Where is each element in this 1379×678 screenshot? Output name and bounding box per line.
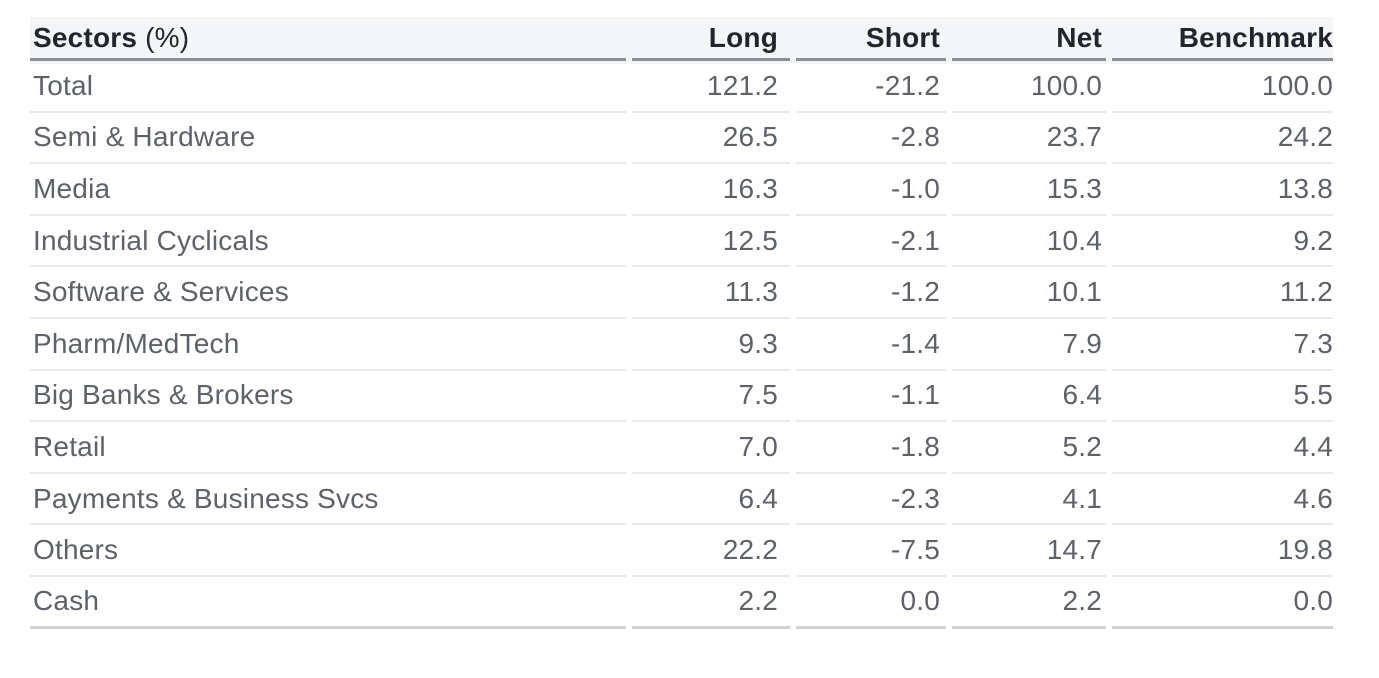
short-cell: 0.0 bbox=[796, 577, 946, 629]
benchmark-cell: 4.6 bbox=[1112, 474, 1333, 526]
net-cell: 7.9 bbox=[952, 319, 1106, 371]
sector-cell: Industrial Cyclicals bbox=[30, 216, 626, 268]
column-header-sectors: Sectors (%) bbox=[30, 17, 626, 61]
long-cell: 121.2 bbox=[632, 61, 790, 113]
table-header: Sectors (%) Long Short Net Benchmark bbox=[30, 17, 1333, 61]
benchmark-cell: 11.2 bbox=[1112, 267, 1333, 319]
sectors-label: Sectors bbox=[33, 21, 138, 53]
table-body: Total 121.2 -21.2 100.0 100.0 Semi & Har… bbox=[30, 61, 1333, 629]
table-row: Media 16.3 -1.0 15.3 13.8 bbox=[30, 164, 1333, 216]
short-cell: -1.0 bbox=[796, 164, 946, 216]
table-row: Big Banks & Brokers 7.5 -1.1 6.4 5.5 bbox=[30, 371, 1333, 423]
sector-cell: Pharm/MedTech bbox=[30, 319, 626, 371]
sector-exposure-table: Sectors (%) Long Short Net Benchmark Tot… bbox=[24, 17, 1339, 629]
table-row-total: Total 121.2 -21.2 100.0 100.0 bbox=[30, 61, 1333, 113]
long-cell: 12.5 bbox=[632, 216, 790, 268]
header-background bbox=[30, 17, 1333, 64]
long-cell: 26.5 bbox=[632, 113, 790, 165]
net-cell: 10.4 bbox=[952, 216, 1106, 268]
column-header-benchmark: Benchmark bbox=[1112, 17, 1333, 61]
sector-cell: Total bbox=[30, 61, 626, 113]
benchmark-cell: 19.8 bbox=[1112, 525, 1333, 577]
sector-cell: Others bbox=[30, 525, 626, 577]
short-cell: -1.4 bbox=[796, 319, 946, 371]
benchmark-cell: 100.0 bbox=[1112, 61, 1333, 113]
long-cell: 2.2 bbox=[632, 577, 790, 629]
sector-exposure-panel: Sectors (%) Long Short Net Benchmark Tot… bbox=[24, 17, 1339, 629]
header-row: Sectors (%) Long Short Net Benchmark bbox=[30, 17, 1333, 61]
sector-cell: Payments & Business Svcs bbox=[30, 474, 626, 526]
table-row: Semi & Hardware 26.5 -2.8 23.7 24.2 bbox=[30, 113, 1333, 165]
table-row: Retail 7.0 -1.8 5.2 4.4 bbox=[30, 422, 1333, 474]
net-cell: 10.1 bbox=[952, 267, 1106, 319]
short-cell: -1.1 bbox=[796, 371, 946, 423]
long-cell: 11.3 bbox=[632, 267, 790, 319]
net-cell: 6.4 bbox=[952, 371, 1106, 423]
sector-cell: Media bbox=[30, 164, 626, 216]
short-cell: -2.1 bbox=[796, 216, 946, 268]
table-row: Software & Services 11.3 -1.2 10.1 11.2 bbox=[30, 267, 1333, 319]
short-cell: -2.3 bbox=[796, 474, 946, 526]
table-row-cash: Cash 2.2 0.0 2.2 0.0 bbox=[30, 577, 1333, 629]
short-cell: -1.8 bbox=[796, 422, 946, 474]
sector-cell: Big Banks & Brokers bbox=[30, 371, 626, 423]
short-cell: -1.2 bbox=[796, 267, 946, 319]
benchmark-cell: 0.0 bbox=[1112, 577, 1333, 629]
net-cell: 100.0 bbox=[952, 61, 1106, 113]
column-header-short: Short bbox=[796, 17, 946, 61]
sector-cell: Cash bbox=[30, 577, 626, 629]
long-cell: 16.3 bbox=[632, 164, 790, 216]
column-header-net: Net bbox=[952, 17, 1106, 61]
long-cell: 7.0 bbox=[632, 422, 790, 474]
short-cell: -21.2 bbox=[796, 61, 946, 113]
benchmark-cell: 4.4 bbox=[1112, 422, 1333, 474]
short-cell: -2.8 bbox=[796, 113, 946, 165]
net-cell: 5.2 bbox=[952, 422, 1106, 474]
column-header-long: Long bbox=[632, 17, 790, 61]
net-cell: 14.7 bbox=[952, 525, 1106, 577]
percent-unit-label: (%) bbox=[145, 21, 190, 53]
net-cell: 23.7 bbox=[952, 113, 1106, 165]
table-row: Pharm/MedTech 9.3 -1.4 7.9 7.3 bbox=[30, 319, 1333, 371]
long-cell: 22.2 bbox=[632, 525, 790, 577]
benchmark-cell: 5.5 bbox=[1112, 371, 1333, 423]
long-cell: 7.5 bbox=[632, 371, 790, 423]
net-cell: 4.1 bbox=[952, 474, 1106, 526]
net-cell: 15.3 bbox=[952, 164, 1106, 216]
sector-cell: Software & Services bbox=[30, 267, 626, 319]
table-row: Payments & Business Svcs 6.4 -2.3 4.1 4.… bbox=[30, 474, 1333, 526]
benchmark-cell: 24.2 bbox=[1112, 113, 1333, 165]
benchmark-cell: 13.8 bbox=[1112, 164, 1333, 216]
long-cell: 6.4 bbox=[632, 474, 790, 526]
sector-cell: Semi & Hardware bbox=[30, 113, 626, 165]
long-cell: 9.3 bbox=[632, 319, 790, 371]
table-row: Industrial Cyclicals 12.5 -2.1 10.4 9.2 bbox=[30, 216, 1333, 268]
benchmark-cell: 9.2 bbox=[1112, 216, 1333, 268]
short-cell: -7.5 bbox=[796, 525, 946, 577]
sector-cell: Retail bbox=[30, 422, 626, 474]
benchmark-cell: 7.3 bbox=[1112, 319, 1333, 371]
table-row: Others 22.2 -7.5 14.7 19.8 bbox=[30, 525, 1333, 577]
net-cell: 2.2 bbox=[952, 577, 1106, 629]
